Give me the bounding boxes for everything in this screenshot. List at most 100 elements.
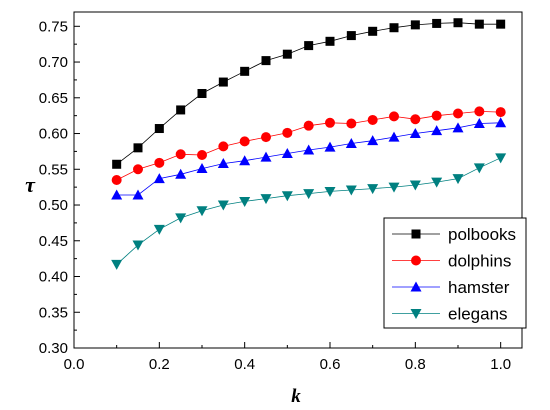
- data-point-dolphins: [111, 175, 122, 185]
- data-point-elegans: [111, 259, 123, 270]
- x-tick-label: 0.2: [149, 356, 170, 373]
- data-point-elegans: [260, 194, 272, 205]
- data-point-polbooks: [154, 124, 164, 134]
- y-tick-label: 0.50: [39, 197, 68, 214]
- data-point-hamster: [153, 173, 165, 184]
- data-point-polbooks: [325, 36, 335, 46]
- y-tick-label: 0.60: [39, 126, 68, 143]
- data-point-elegans: [495, 153, 507, 164]
- series-layer: [111, 18, 507, 270]
- data-point-dolphins: [303, 120, 314, 131]
- y-tick-label: 0.55: [39, 161, 68, 178]
- data-point-polbooks: [432, 18, 442, 28]
- data-point-dolphins: [495, 107, 506, 118]
- data-point-polbooks: [496, 19, 506, 29]
- data-point-polbooks: [474, 19, 484, 29]
- data-point-dolphins: [261, 132, 271, 143]
- data-point-polbooks: [218, 77, 228, 87]
- data-point-dolphins: [367, 114, 378, 125]
- plot-frame: [73, 11, 523, 349]
- data-point-hamster: [409, 128, 421, 139]
- legend-marker-elegans: [410, 309, 422, 319]
- data-point-hamster: [132, 189, 144, 200]
- data-point-elegans: [196, 206, 208, 217]
- y-tick-label: 0.35: [39, 304, 68, 321]
- data-point-polbooks: [346, 31, 356, 41]
- data-point-hamster: [303, 144, 315, 155]
- legend-marker-hamster: [410, 281, 422, 292]
- y-tick-label: 0.30: [39, 340, 68, 357]
- data-point-dolphins: [282, 127, 293, 138]
- y-tick-label: 0.45: [39, 233, 68, 250]
- data-point-hamster: [367, 135, 379, 146]
- data-point-elegans: [217, 200, 229, 211]
- data-point-hamster: [345, 138, 357, 149]
- data-point-polbooks: [453, 18, 463, 28]
- data-point-dolphins: [175, 149, 186, 160]
- data-point-polbooks: [410, 20, 420, 30]
- x-tick-label: 0.8: [405, 356, 426, 373]
- legend: polbooks dolphins hamster elegans: [383, 217, 527, 329]
- data-point-dolphins: [197, 149, 207, 160]
- data-point-polbooks: [176, 105, 186, 115]
- data-point-elegans: [345, 185, 357, 196]
- x-tick-label: 0.0: [64, 356, 85, 373]
- y-tick-label: 0.70: [39, 54, 68, 71]
- data-point-hamster: [452, 122, 464, 133]
- x-tick-label: 1.0: [490, 356, 511, 373]
- data-point-elegans: [367, 184, 379, 195]
- data-point-polbooks: [389, 23, 399, 33]
- data-point-dolphins: [453, 108, 463, 119]
- data-point-elegans: [132, 240, 144, 251]
- data-point-polbooks: [368, 26, 378, 36]
- data-point-polbooks: [304, 41, 314, 51]
- data-point-hamster: [281, 148, 293, 159]
- series-hamster: [111, 117, 507, 200]
- series-polbooks: [112, 18, 506, 169]
- y-tick-label: 0.40: [39, 269, 68, 286]
- data-point-elegans: [431, 177, 443, 188]
- data-point-polbooks: [133, 143, 143, 153]
- data-point-polbooks: [261, 56, 271, 66]
- y-axis-label: τ: [25, 172, 36, 197]
- data-point-elegans: [281, 191, 293, 202]
- data-point-dolphins: [431, 110, 442, 121]
- legend-label-elegans: elegans: [448, 305, 508, 324]
- data-point-hamster: [196, 163, 208, 174]
- data-point-dolphins: [133, 164, 143, 175]
- data-point-elegans: [239, 196, 251, 207]
- data-point-hamster: [239, 155, 251, 166]
- data-point-elegans: [303, 189, 315, 200]
- x-axis-label: k: [291, 386, 301, 407]
- data-point-hamster: [175, 168, 187, 179]
- legend-label-polbooks: polbooks: [448, 225, 516, 244]
- data-point-hamster: [111, 189, 123, 200]
- data-point-dolphins: [325, 117, 335, 128]
- legend-marker-polbooks: [411, 229, 421, 239]
- data-point-dolphins: [218, 141, 229, 152]
- legend-marker-dolphins: [411, 255, 421, 266]
- data-point-dolphins: [239, 136, 250, 147]
- data-point-elegans: [452, 174, 464, 185]
- data-point-polbooks: [197, 88, 207, 98]
- data-point-elegans: [409, 180, 421, 191]
- x-axis: 0.0 0.2 0.4 0.6 0.8 1.0: [64, 342, 511, 373]
- legend-label-hamster: hamster: [448, 278, 510, 297]
- data-point-elegans: [175, 213, 187, 224]
- data-point-hamster: [324, 141, 336, 152]
- x-tick-label: 0.4: [234, 356, 255, 373]
- data-point-hamster: [260, 151, 272, 162]
- data-point-polbooks: [240, 66, 250, 76]
- data-point-elegans: [153, 224, 165, 235]
- data-point-elegans: [473, 163, 485, 174]
- data-point-dolphins: [474, 106, 485, 117]
- legend-box: [383, 217, 527, 329]
- data-point-polbooks: [112, 159, 122, 169]
- data-point-hamster: [495, 117, 507, 128]
- series-dolphins: [111, 106, 506, 185]
- data-point-dolphins: [154, 157, 165, 168]
- data-point-dolphins: [410, 114, 421, 125]
- data-point-dolphins: [389, 111, 399, 122]
- series-elegans: [111, 153, 507, 270]
